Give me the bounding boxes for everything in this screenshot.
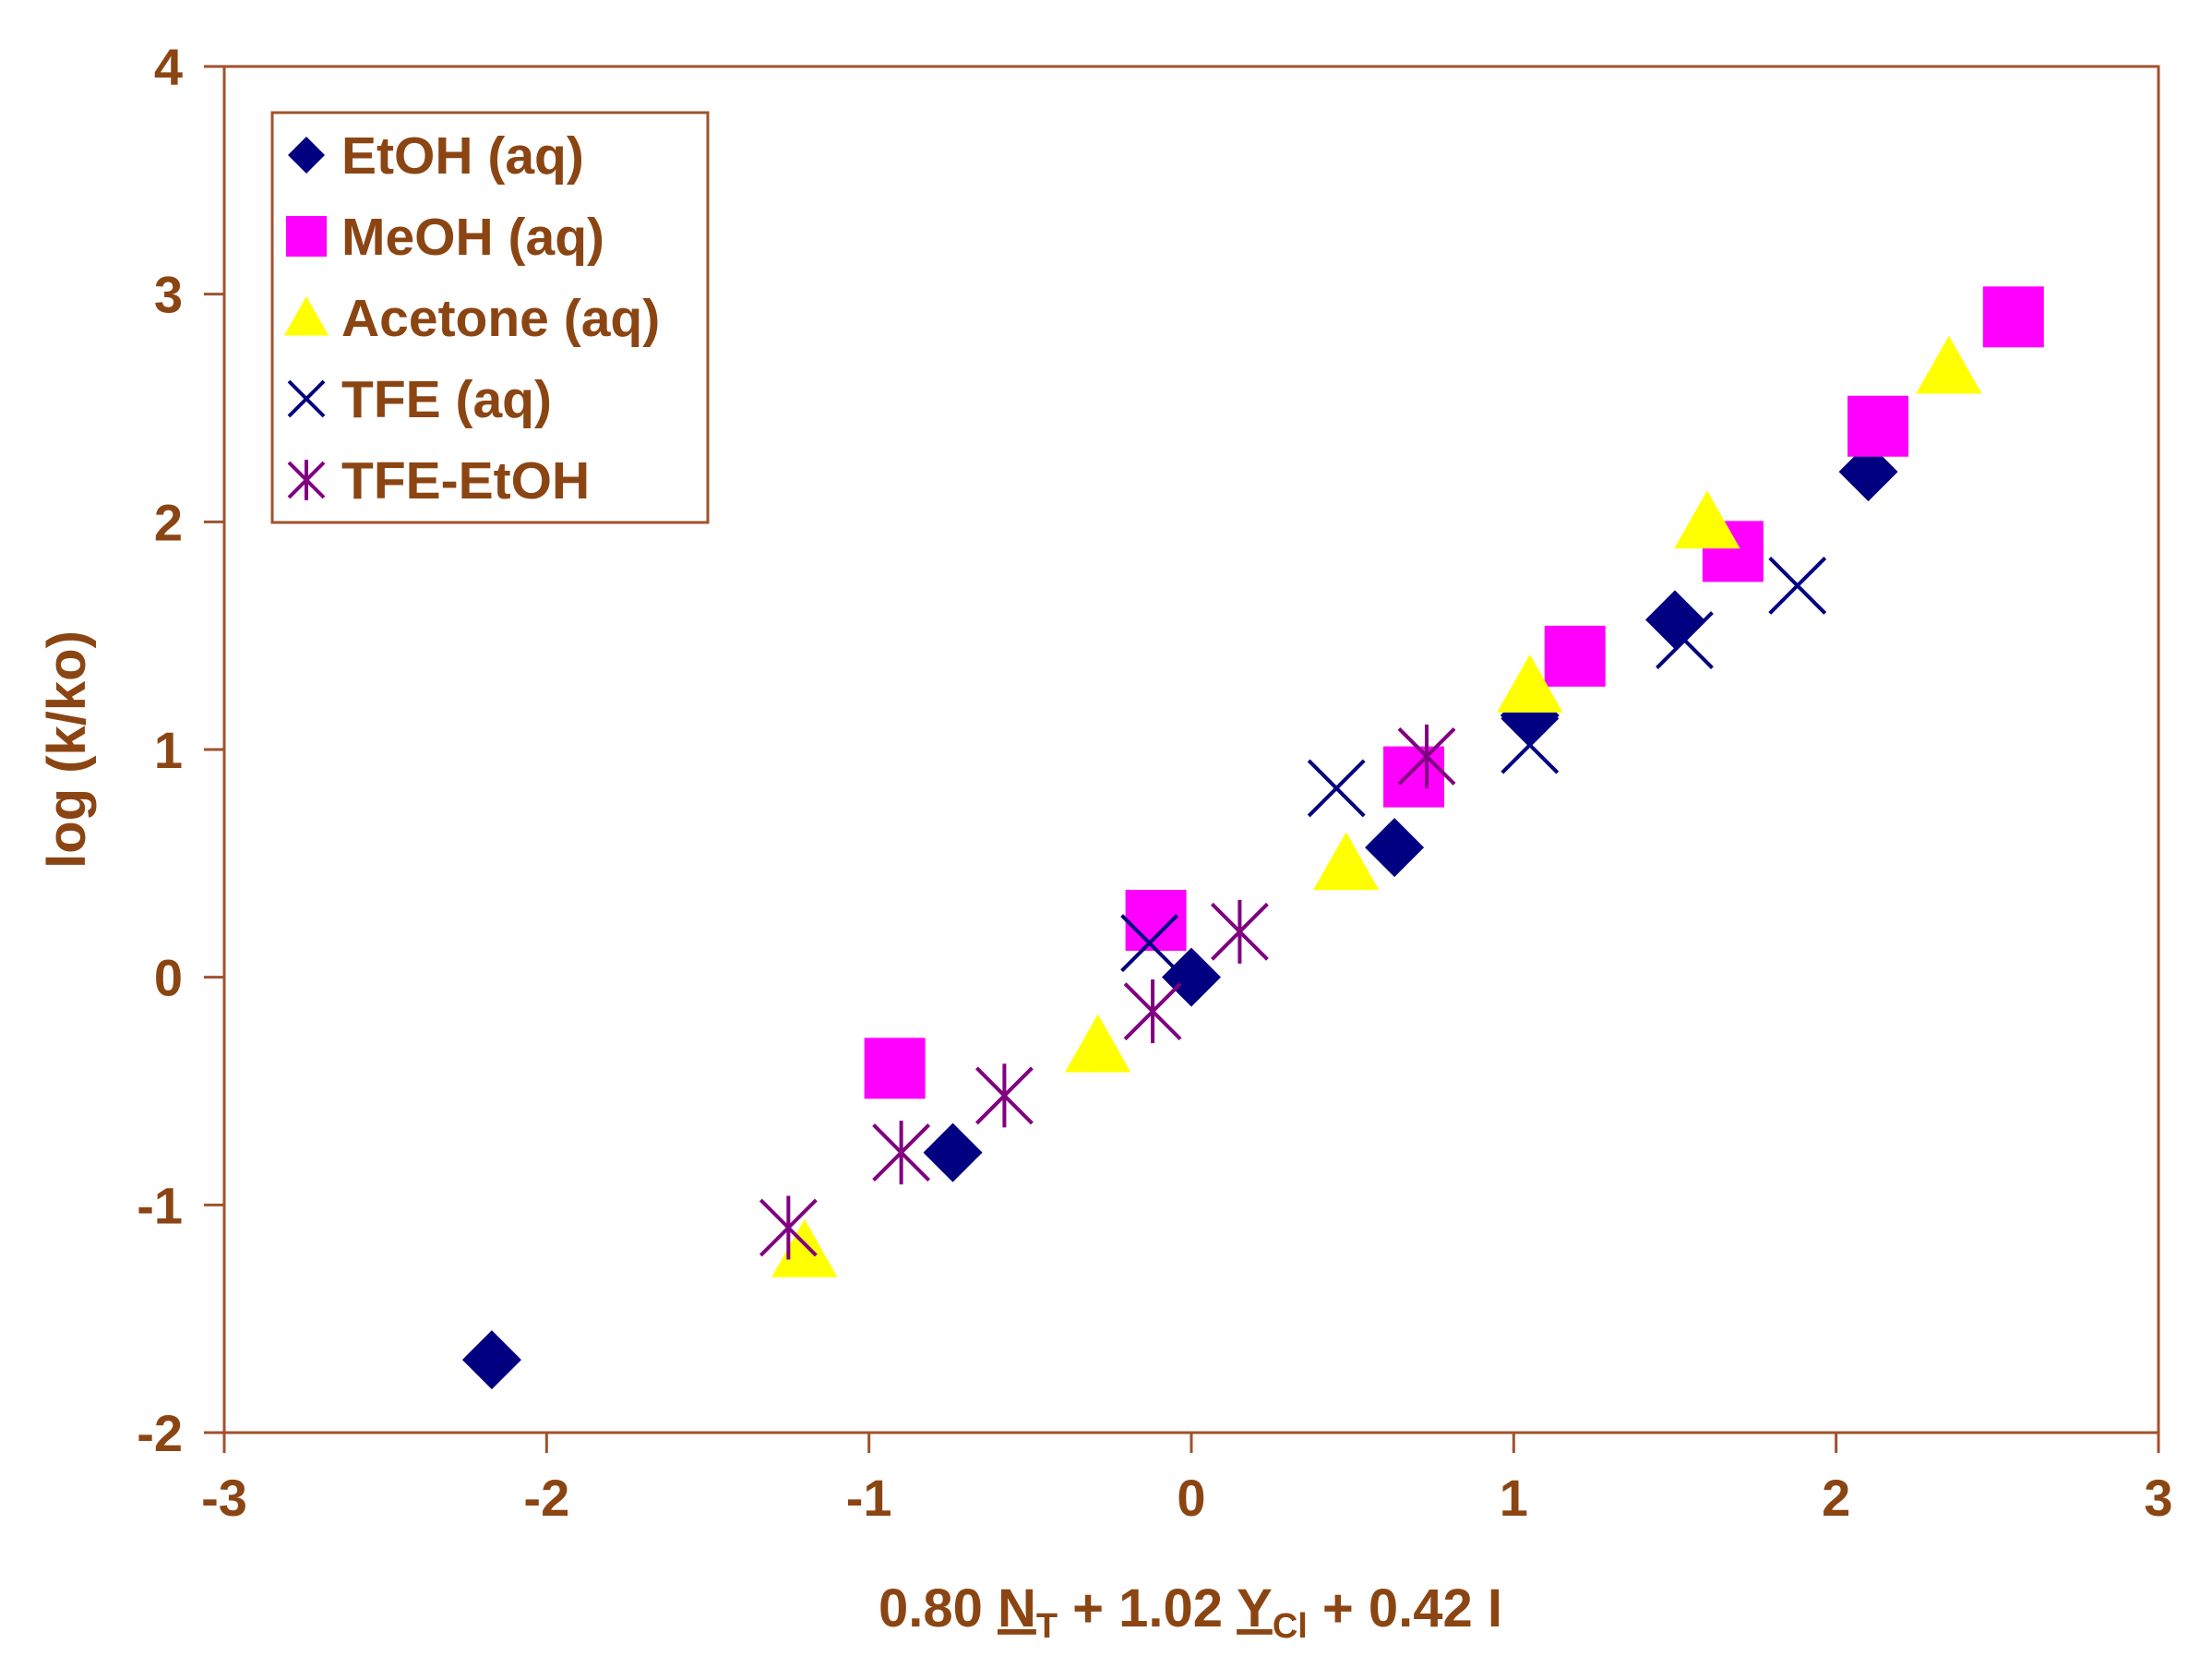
x-axis-title-part: + 1.02 bbox=[1058, 1578, 1237, 1638]
data-point bbox=[759, 1195, 818, 1260]
data-point bbox=[1916, 335, 1982, 394]
data-point bbox=[1768, 556, 1827, 615]
x-tick-label: -3 bbox=[201, 1469, 247, 1527]
data-point bbox=[1397, 724, 1456, 788]
legend-marker bbox=[287, 460, 326, 500]
series-4 bbox=[759, 724, 1456, 1260]
data-point bbox=[974, 1063, 1034, 1128]
legend-label: MeOH (aq) bbox=[341, 208, 604, 267]
data-point bbox=[1501, 715, 1560, 774]
legend-marker bbox=[288, 137, 325, 174]
x-axis-title-y: Y bbox=[1237, 1578, 1273, 1638]
legend-item: Acetone (aq) bbox=[283, 289, 660, 348]
data-point bbox=[771, 1218, 838, 1278]
data-point bbox=[461, 1330, 521, 1390]
y-tick-label: 2 bbox=[154, 493, 183, 551]
y-axis-title: log (k/ko) bbox=[37, 630, 97, 869]
x-tick-label: 0 bbox=[1177, 1469, 1205, 1527]
series-2 bbox=[771, 335, 1982, 1278]
x-axis: -3 -2 -1 0 1 2 3 bbox=[201, 1433, 2173, 1527]
y-tick-label: 0 bbox=[154, 949, 183, 1007]
data-point bbox=[864, 1038, 926, 1099]
data-point bbox=[923, 1122, 983, 1182]
data-point bbox=[1120, 914, 1179, 973]
data-point bbox=[1383, 746, 1445, 808]
y-tick-label: 3 bbox=[154, 266, 183, 324]
legend-marker bbox=[283, 296, 329, 336]
legend-item: TFE (aq) bbox=[287, 370, 552, 429]
legend-item: MeOH (aq) bbox=[286, 208, 604, 267]
legend-marker bbox=[287, 379, 326, 418]
legend-label: Acetone (aq) bbox=[341, 289, 660, 348]
legend-box bbox=[270, 111, 710, 524]
data-point bbox=[1312, 832, 1380, 891]
x-tick-label: -1 bbox=[846, 1469, 892, 1527]
x-axis-title: 0.80 NT + 1.02 YCl + 0.42 I bbox=[879, 1578, 1502, 1646]
y-tick-label: 4 bbox=[154, 38, 183, 96]
x-axis-title-part: 0.80 bbox=[879, 1578, 998, 1638]
x-tick-label: 3 bbox=[2144, 1469, 2172, 1527]
x-tick-label: -2 bbox=[523, 1469, 569, 1527]
data-point bbox=[872, 1121, 931, 1185]
y-tick-label: 1 bbox=[154, 721, 183, 779]
data-point bbox=[1064, 1014, 1131, 1073]
x-axis-title-y-sub: Cl bbox=[1273, 1607, 1308, 1646]
x-axis-title-n: N bbox=[998, 1578, 1036, 1638]
y-tick-label: -2 bbox=[137, 1404, 183, 1462]
x-tick-label: 1 bbox=[1500, 1469, 1528, 1527]
legend: EtOH (aq) MeOH (aq) Acetone (aq) TFE (aq) TF… bbox=[270, 111, 710, 524]
legend-label: TFE-EtOH bbox=[341, 451, 590, 510]
series-3 bbox=[1120, 556, 1827, 973]
data-point bbox=[1544, 625, 1606, 687]
data-point bbox=[1847, 395, 1909, 457]
data-point bbox=[1838, 442, 1898, 502]
data-point bbox=[1656, 611, 1714, 670]
x-tick-label: 2 bbox=[1822, 1469, 1850, 1527]
y-axis: -2 -1 0 1 2 3 4 bbox=[137, 38, 224, 1462]
data-point bbox=[1162, 947, 1221, 1007]
legend-label: EtOH (aq) bbox=[341, 126, 584, 186]
data-point bbox=[1123, 979, 1182, 1044]
legend-label: TFE (aq) bbox=[341, 370, 552, 429]
x-axis-title-n-sub: T bbox=[1036, 1607, 1058, 1646]
series-1 bbox=[864, 286, 2044, 1099]
data-point bbox=[1674, 490, 1740, 549]
data-point bbox=[1125, 890, 1187, 951]
legend-item: TFE-EtOH bbox=[287, 451, 590, 510]
x-axis-title-part: + 0.42 I bbox=[1308, 1578, 1502, 1638]
y-tick-label: -1 bbox=[137, 1176, 183, 1234]
data-point bbox=[1307, 759, 1366, 818]
legend-marker bbox=[286, 216, 327, 257]
data-markers bbox=[461, 286, 2044, 1390]
data-point bbox=[1497, 654, 1563, 713]
data-point bbox=[1365, 818, 1425, 878]
data-point bbox=[1210, 899, 1269, 964]
data-point bbox=[1982, 286, 2044, 348]
legend-item: EtOH (aq) bbox=[288, 126, 584, 186]
